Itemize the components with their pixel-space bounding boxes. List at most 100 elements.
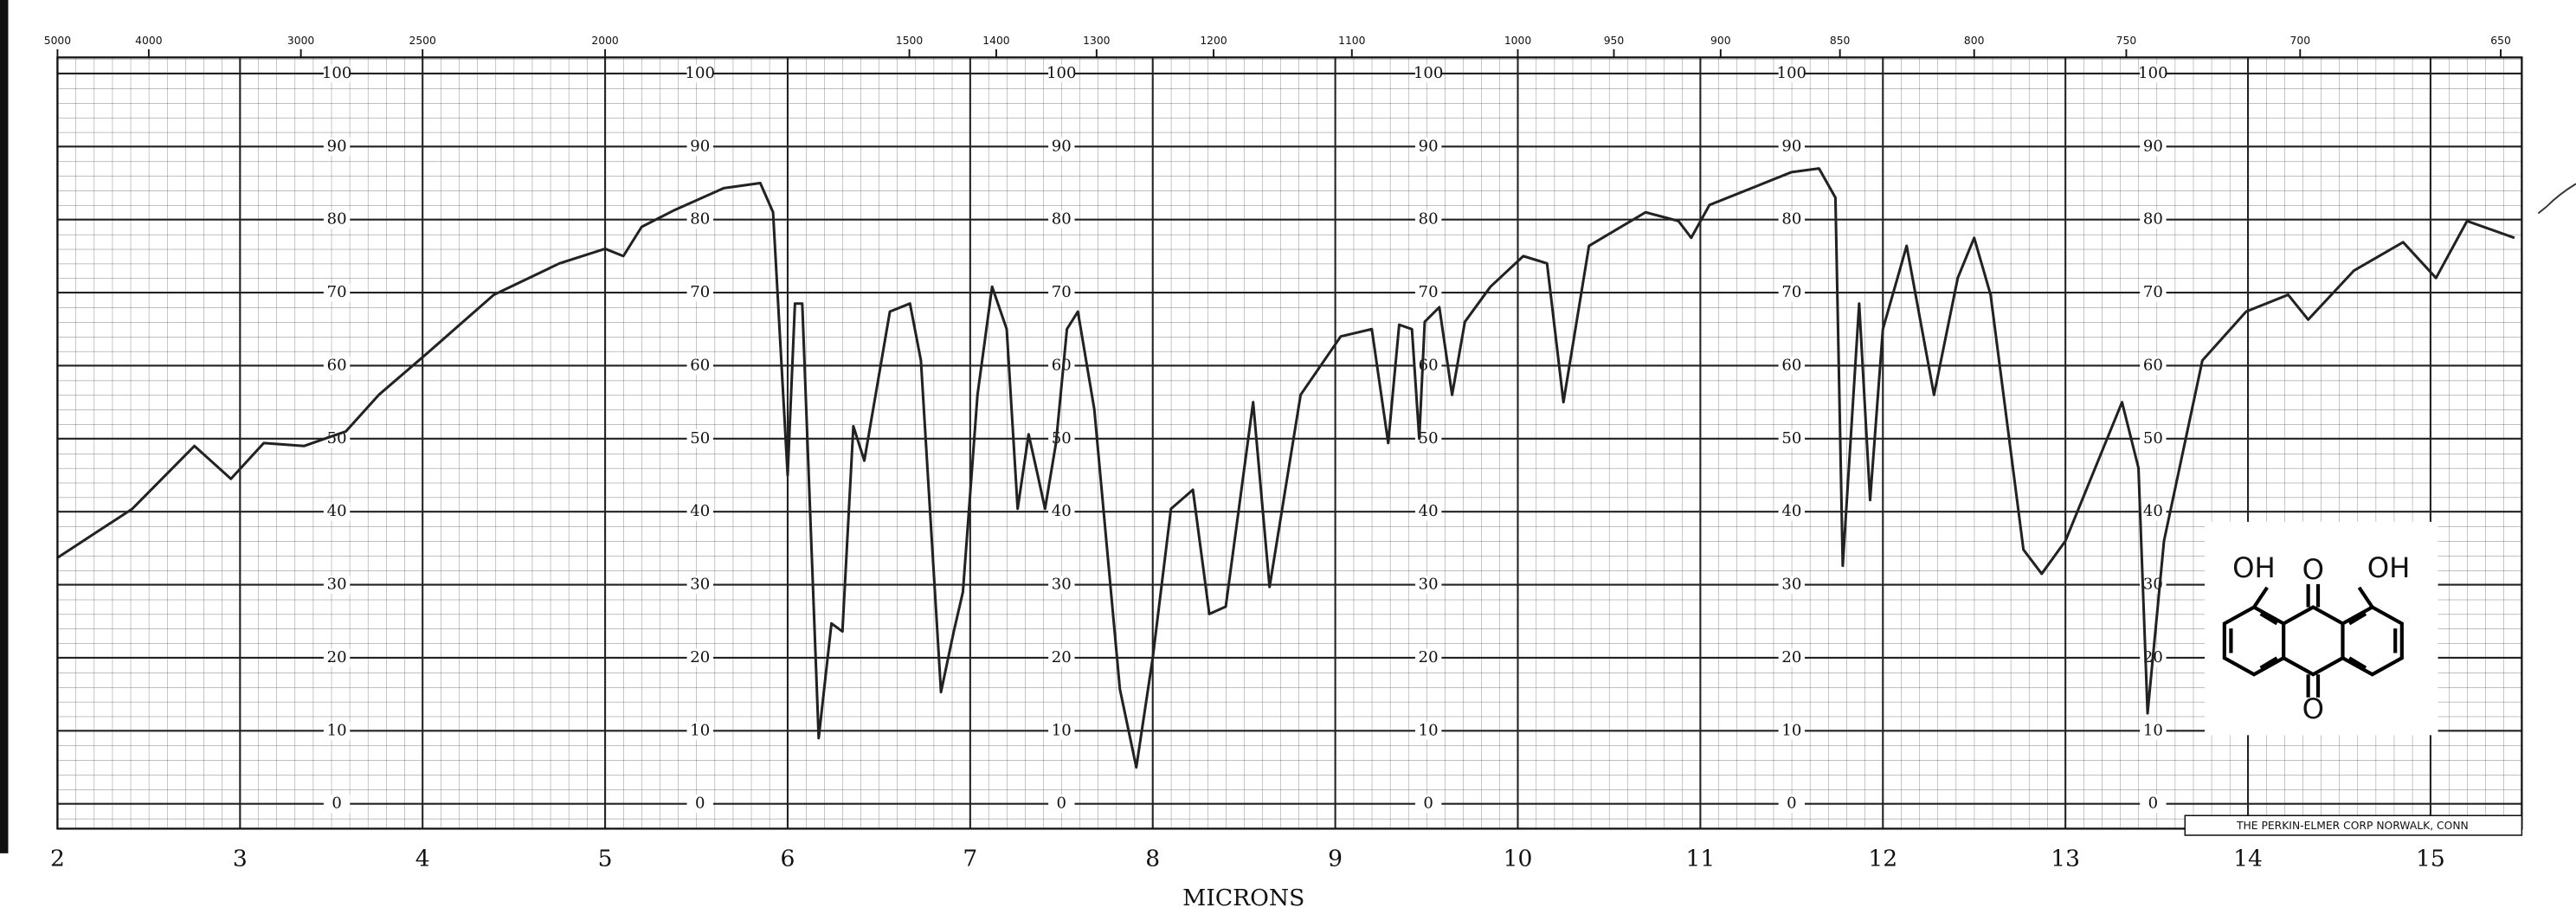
y-tick-label-bg: [1778, 648, 1806, 667]
y-tick-label-bg: [686, 64, 713, 83]
y-tick-label-bg: [1414, 429, 1442, 448]
y-tick-label-bg: [686, 576, 713, 595]
top-tick-label: 1200: [1200, 35, 1227, 47]
y-tick-label-bg: [1048, 357, 1075, 375]
y-tick-label: 80: [690, 210, 710, 228]
x-tick-label: 11: [1685, 845, 1715, 872]
y-tick-label-bg: [1778, 137, 1806, 156]
y-tick-label-bg: [1778, 357, 1806, 375]
y-tick-label-bg: [2140, 502, 2167, 521]
middle-ring: [2283, 605, 2345, 677]
y-tick-label: 10: [2143, 721, 2163, 739]
top-tick-label: 2000: [591, 35, 619, 47]
y-tick-label-bg: [1414, 795, 1442, 814]
y-tick-label-bg: [686, 137, 713, 156]
y-tick-label-bg: [1778, 429, 1806, 448]
x-axis-title: MICRONS: [1182, 885, 1304, 911]
y-tick-label: 70: [327, 283, 347, 301]
y-tick-label-bg: [1048, 648, 1075, 667]
y-tick-label-bg: [2140, 429, 2167, 448]
y-tick-label: 10: [327, 721, 347, 739]
y-tick-label: 10: [690, 721, 710, 739]
top-tick-label: 4000: [135, 35, 163, 47]
y-tick-label: 0: [1423, 795, 1433, 813]
y-tick-label-bg: [1048, 721, 1075, 740]
y-tick-label: 30: [1419, 576, 1439, 594]
y-tick-label: 20: [1419, 648, 1439, 666]
y-tick-label: 60: [327, 356, 347, 374]
structure-label: O: [2302, 692, 2324, 725]
y-tick-label-bg: [1048, 795, 1075, 814]
y-tick-label: 60: [1781, 356, 1801, 374]
top-tick-label: 700: [2290, 35, 2311, 47]
y-tick-label-bg: [1414, 137, 1442, 156]
y-tick-label: 90: [690, 137, 710, 155]
structure-box: [2205, 521, 2438, 736]
top-tick-label: 650: [2490, 35, 2511, 47]
y-tick-label-bg: [686, 429, 713, 448]
y-tick-label-bg: [686, 795, 713, 814]
y-tick-label: 70: [1781, 283, 1801, 301]
x-tick-label: 14: [2233, 845, 2263, 872]
y-tick-label-bg: [686, 283, 713, 302]
inner-bonds: [2229, 612, 2398, 670]
y-tick-label: 0: [695, 795, 705, 813]
y-tick-label: 100: [1046, 64, 1076, 82]
y-tick-label: 10: [1419, 721, 1439, 739]
y-tick-label: 10: [1052, 721, 1072, 739]
y-tick-label: 70: [1419, 283, 1439, 301]
y-tick-label: 0: [2148, 795, 2158, 813]
y-tick-label: 40: [327, 502, 347, 520]
y-tick-label: 100: [686, 64, 715, 82]
y-tick-label-bg: [1414, 576, 1442, 595]
structure-bonds: [2222, 583, 2404, 698]
structure-label: O: [2302, 553, 2324, 586]
y-tick-label: 0: [1057, 795, 1066, 813]
y-tick-label-bg: [1778, 64, 1806, 83]
y-tick-label: 30: [690, 576, 710, 594]
substituent-bonds: [2252, 583, 2374, 698]
y-tick-label-bg: [2140, 64, 2167, 83]
y-tick-label: 30: [2143, 576, 2163, 594]
x-tick-label: 7: [963, 845, 977, 872]
top-tick-label: 1100: [1338, 35, 1366, 47]
y-tick-label: 100: [322, 64, 351, 82]
y-tick-label-bg: [686, 721, 713, 740]
y-tick-label: 90: [1052, 137, 1072, 155]
y-tick-label-bg: [1414, 283, 1442, 302]
y-tick-label-bg: [686, 357, 713, 375]
x-tick-label: 15: [2416, 845, 2445, 872]
structure-label: OH: [2232, 551, 2276, 584]
y-tick-label-bg: [1048, 502, 1075, 521]
y-tick-label-bg: [1414, 64, 1442, 83]
footer-box: [2184, 814, 2523, 836]
y-tick-label: 20: [690, 648, 710, 666]
top-tick-label: 1400: [982, 35, 1010, 47]
x-tick-label: 8: [1145, 845, 1160, 872]
y-tick-label-bg: [323, 283, 351, 302]
y-tick-label-bg: [686, 502, 713, 521]
x-tick-label: 10: [1504, 845, 1533, 872]
y-tick-label: 80: [2143, 210, 2163, 228]
y-tick-label: 20: [327, 648, 347, 666]
x-tick-label: 4: [415, 845, 430, 872]
y-tick-label-bg: [1414, 721, 1442, 740]
y-tick-label: 20: [1052, 648, 1072, 666]
y-tick-label-bg: [1048, 283, 1075, 302]
y-tick-label: 40: [2143, 502, 2163, 520]
x-tick-label: 13: [2051, 845, 2080, 872]
y-tick-label-bg: [1778, 283, 1806, 302]
y-tick-label: 50: [690, 429, 710, 447]
x-tick-label: 9: [1328, 845, 1343, 872]
x-tick-label: 12: [1868, 845, 1897, 872]
y-tick-label-bg: [2140, 795, 2167, 814]
y-tick-label: 60: [690, 356, 710, 374]
y-tick-label-bg: [2140, 210, 2167, 229]
y-tick-label-bg: [1778, 576, 1806, 595]
y-tick-label-bg: [2140, 283, 2167, 302]
y-tick-label-bg: [1778, 210, 1806, 229]
structure-label: OH: [2367, 551, 2411, 584]
trace-layer: [56, 167, 2515, 769]
